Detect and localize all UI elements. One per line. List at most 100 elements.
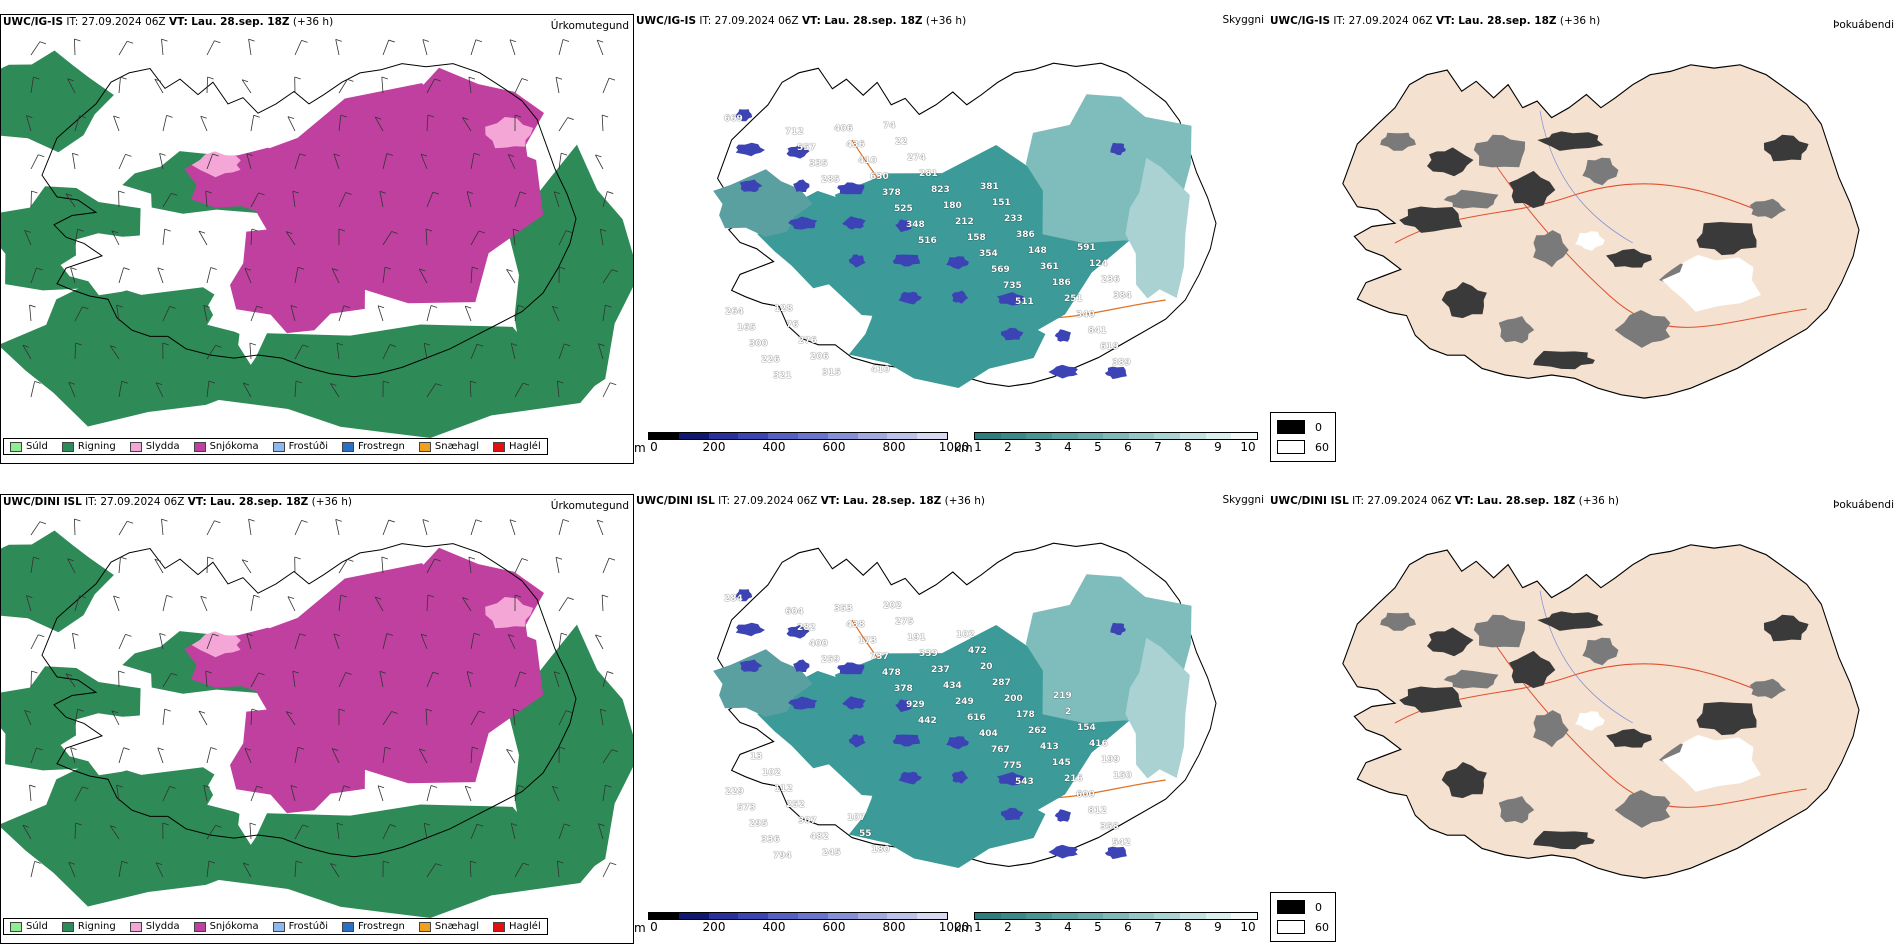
ceiling-value-label: 335: [809, 159, 828, 169]
wind-barb: [553, 671, 560, 688]
wind-barb: [338, 785, 345, 802]
wind-barb: [30, 634, 39, 650]
wind-barb: [30, 557, 34, 574]
low-ceiling-patch: [895, 699, 912, 713]
wind-barb: [382, 519, 390, 536]
ceiling-value-label: 20: [980, 662, 993, 672]
wind-barb-flag: [331, 748, 339, 751]
wind-barb-flag: [562, 39, 570, 42]
wind-barb: [514, 785, 519, 802]
wind-barb-flag: [258, 672, 265, 676]
wind-barb: [470, 230, 480, 246]
visibility-map: [713, 542, 1217, 868]
wind-barb: [74, 342, 77, 360]
wind-barb-flag: [198, 230, 206, 234]
wind-barb-flag: [610, 862, 617, 866]
wind-barb-flag: [511, 823, 518, 826]
ceiling-value-label: 236: [1101, 275, 1120, 285]
legend-swatch: [342, 441, 354, 452]
ceiling-value-label: 165: [737, 323, 756, 333]
wind-barb: [162, 673, 172, 688]
ceiling-value-label: 13: [750, 752, 763, 762]
wind-barb: [558, 153, 562, 170]
wind-barb-flag: [251, 708, 258, 712]
ceiling-value-label: 358: [1100, 822, 1119, 832]
wind-barb-flag: [116, 304, 123, 308]
ceiling-tick: 800: [882, 920, 906, 934]
rain-area: [1, 50, 114, 153]
wind-barb-flag: [26, 595, 33, 599]
ceiling-value-label: 295: [749, 819, 768, 829]
wind-barb-flag: [470, 860, 477, 864]
wind-barb-flag: [508, 154, 515, 157]
wind-barb: [162, 709, 166, 726]
wind-barb: [242, 862, 252, 878]
legend-label: Frostúði: [288, 441, 328, 452]
wind-barb: [205, 671, 208, 688]
wind-barb: [250, 672, 259, 688]
wind-barb-flag: [388, 519, 395, 523]
wind-barb: [470, 153, 475, 170]
wind-barb-flag: [386, 633, 394, 636]
wind-barb-flag: [36, 747, 43, 751]
wind-barb-flag: [113, 115, 120, 119]
ceiling-value-label: 74: [883, 121, 896, 131]
wind-barb: [338, 672, 347, 688]
ceiling-value-label: 300: [749, 339, 768, 349]
wind-barb-flag: [338, 708, 346, 712]
ceiling-value-label: 336: [761, 835, 780, 845]
wind-barb: [382, 231, 392, 246]
precip-map: [1, 518, 633, 918]
ceiling-value-label: 442: [918, 716, 937, 726]
wind-barb: [203, 305, 208, 322]
wind-barb-flag: [514, 594, 522, 598]
wind-barb-flag: [292, 670, 299, 674]
wind-barb-flag: [111, 710, 118, 714]
legend-swatch: [10, 921, 22, 932]
fog-streak: [1498, 316, 1535, 344]
fog-streak: [1441, 282, 1487, 319]
wind-barb-flag: [31, 190, 38, 194]
wind-barb-flag: [470, 380, 477, 384]
ceiling-value-label: 354: [979, 249, 998, 259]
wind-barb-flag: [347, 79, 354, 82]
wind-barb: [381, 77, 384, 94]
wind-barb: [602, 558, 610, 574]
wind-barb-flag: [155, 382, 163, 386]
wind-barb: [469, 380, 472, 398]
wind-barb: [602, 785, 606, 802]
ceiling-value-label: 180: [943, 201, 962, 211]
wind-barb-flag: [297, 746, 305, 750]
wind-barb-flag: [340, 114, 347, 118]
wind-barb-flag: [435, 383, 442, 386]
wind-barb: [248, 519, 252, 536]
wind-barb: [382, 633, 388, 650]
ceiling-value-label: 145: [1052, 758, 1071, 768]
wind-barb: [250, 305, 258, 322]
ceiling-value-label: 76: [786, 320, 799, 330]
wind-barb-flag: [65, 673, 73, 677]
wind-barb-flag: [506, 269, 513, 272]
visibility-map: [713, 62, 1217, 388]
ceiling-value-label: 841: [1088, 326, 1107, 336]
wind-barb-flag: [381, 556, 388, 560]
wind-barb-flag: [294, 76, 301, 80]
init-time-value: 27.09.2024 06Z: [733, 495, 818, 507]
low-ceiling-patch: [837, 662, 865, 675]
ceiling-value-label: 404: [979, 729, 998, 739]
fog-streak: [1533, 350, 1595, 370]
wind-barb: [470, 519, 477, 536]
wind-barb: [22, 344, 32, 360]
ceiling-value-label: 516: [918, 236, 937, 246]
wind-barb-flag: [29, 784, 36, 788]
wind-barb: [426, 191, 434, 208]
wind-barb: [509, 39, 516, 56]
low-visibility-area: [713, 574, 1192, 868]
wind-barb: [72, 153, 76, 170]
wind-barb-flag: [207, 556, 214, 560]
legend-label: Slydda: [145, 921, 180, 932]
wind-barb: [162, 306, 170, 322]
wind-barb-flag: [476, 823, 484, 827]
wind-barb: [426, 558, 435, 574]
wind-barb-flag: [420, 633, 428, 637]
